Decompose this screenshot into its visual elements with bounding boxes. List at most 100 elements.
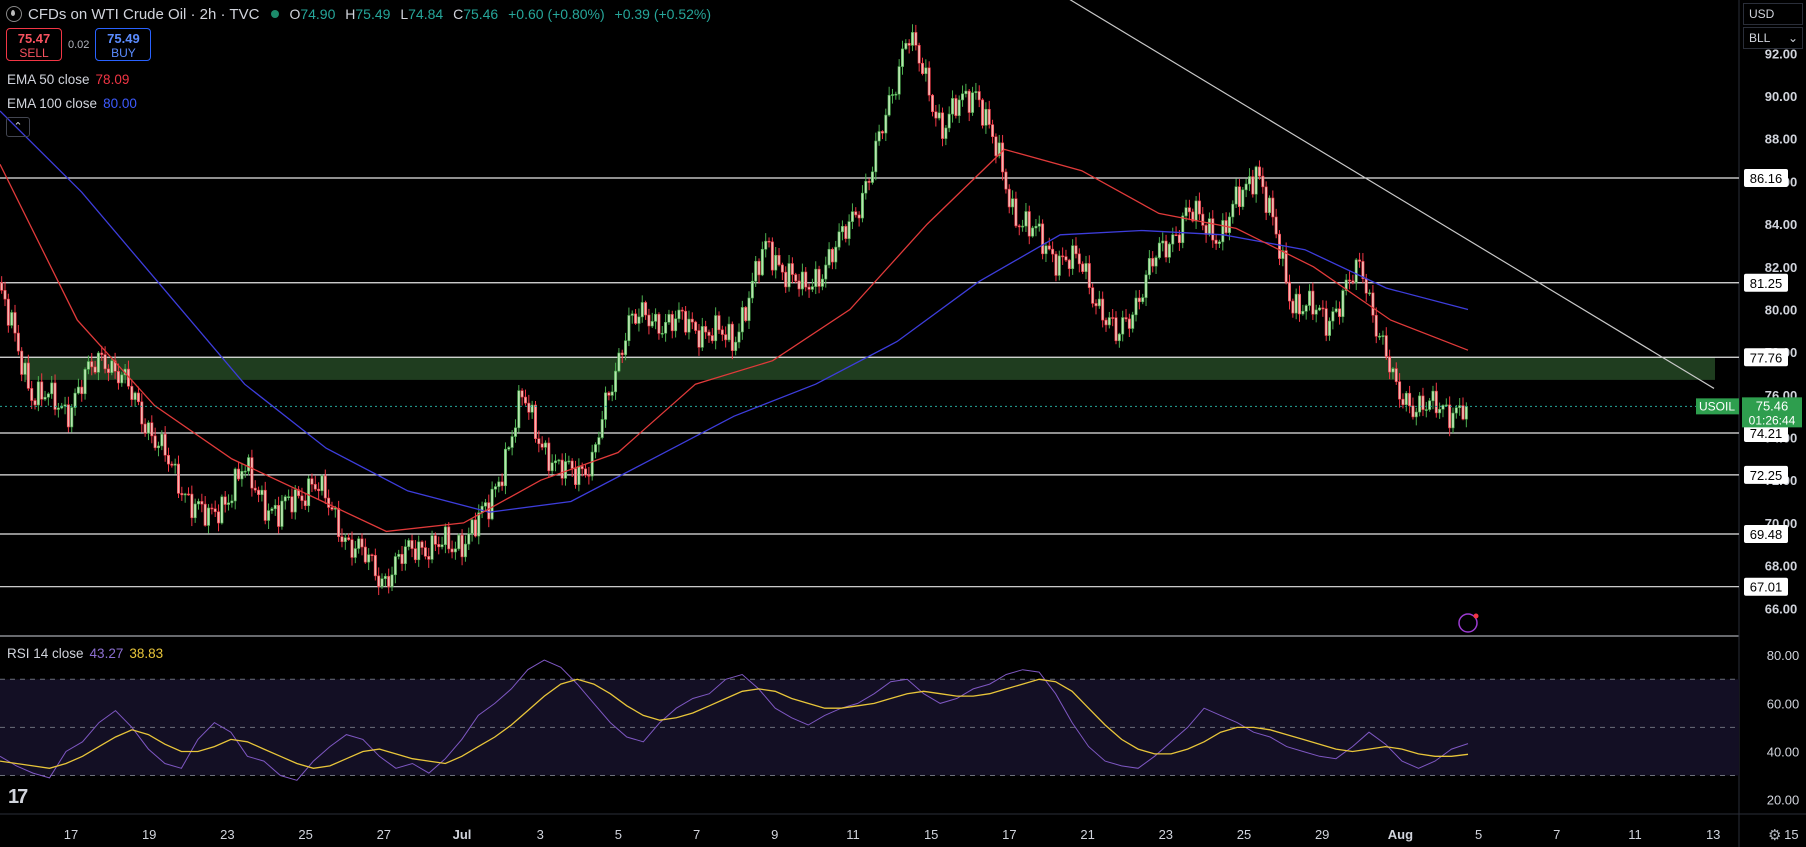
candle-down bbox=[170, 463, 174, 466]
candle-up bbox=[1157, 242, 1161, 258]
candle-down bbox=[427, 556, 431, 560]
candle-down bbox=[1348, 279, 1352, 282]
candle-up bbox=[850, 211, 854, 222]
sell-button[interactable]: 75.47 SELL bbox=[6, 28, 62, 61]
buy-button[interactable]: 75.49 BUY bbox=[95, 28, 152, 61]
candle-up bbox=[83, 369, 87, 395]
candle-up bbox=[1217, 241, 1221, 244]
candle-down bbox=[1271, 197, 1275, 218]
candle-down bbox=[981, 99, 985, 126]
candle-up bbox=[754, 260, 758, 282]
candle-up bbox=[617, 352, 621, 372]
candle-up bbox=[714, 315, 718, 342]
candle-down bbox=[1251, 176, 1255, 195]
candle-up bbox=[403, 546, 407, 564]
candle-down bbox=[941, 112, 944, 139]
candle-down bbox=[934, 111, 938, 119]
currency-selector[interactable]: USD bbox=[1743, 3, 1803, 25]
candle-down bbox=[337, 508, 341, 537]
candle-down bbox=[473, 519, 477, 537]
candle-up bbox=[1354, 259, 1358, 283]
candle-down bbox=[100, 352, 104, 355]
candle-down bbox=[537, 438, 541, 445]
candle-up bbox=[1294, 293, 1298, 314]
candle-down bbox=[854, 211, 858, 216]
time-tick-label: 7 bbox=[693, 827, 700, 842]
candle-up bbox=[840, 226, 844, 233]
candle-down bbox=[300, 495, 304, 501]
candle-down bbox=[410, 540, 414, 549]
level-label: 69.48 bbox=[1750, 527, 1783, 542]
candle-up bbox=[1184, 207, 1188, 217]
candle-up bbox=[847, 221, 851, 239]
candle-up bbox=[510, 436, 514, 448]
candle-up bbox=[820, 278, 824, 287]
lightning-icon[interactable] bbox=[1458, 613, 1478, 633]
candle-down bbox=[991, 124, 995, 138]
candle-up bbox=[353, 548, 357, 558]
candle-down bbox=[370, 554, 374, 557]
time-tick-label: 19 bbox=[142, 827, 156, 842]
candle-up bbox=[860, 192, 864, 219]
unit-selector[interactable]: BLL ⌄ bbox=[1743, 27, 1803, 49]
candle-down bbox=[103, 354, 107, 370]
candle-up bbox=[407, 540, 411, 547]
candle-up bbox=[750, 280, 754, 299]
candle-up bbox=[96, 352, 100, 373]
candle-down bbox=[1364, 278, 1368, 294]
candle-down bbox=[210, 507, 214, 510]
candle-up bbox=[133, 392, 137, 400]
candle-up bbox=[870, 171, 874, 183]
candle-down bbox=[433, 535, 437, 545]
current-price-box bbox=[1742, 397, 1802, 428]
level-label-box bbox=[1744, 577, 1788, 596]
candle-up bbox=[1414, 411, 1418, 418]
candle-down bbox=[290, 496, 294, 513]
candle-up bbox=[1227, 216, 1231, 234]
ema50-legend[interactable]: EMA 50 close 78.09 bbox=[7, 72, 130, 87]
gear-icon[interactable]: ⚙ bbox=[1768, 827, 1782, 844]
candle-up bbox=[230, 500, 234, 504]
candle-up bbox=[1254, 166, 1258, 195]
candle-up bbox=[891, 94, 894, 96]
candle-down bbox=[1017, 225, 1021, 228]
candle-down bbox=[1401, 398, 1405, 406]
candle-up bbox=[1418, 395, 1422, 413]
collapse-legend-button[interactable]: ⌃ bbox=[6, 117, 30, 137]
candle-down bbox=[180, 493, 184, 496]
candle-up bbox=[193, 503, 197, 519]
candle-up bbox=[23, 362, 27, 375]
candle-down bbox=[914, 32, 918, 46]
candle-down bbox=[694, 321, 698, 331]
candle-down bbox=[1361, 261, 1365, 280]
candle-down bbox=[1214, 239, 1218, 244]
candle-up bbox=[76, 386, 80, 394]
candle-up bbox=[483, 502, 487, 507]
level-label-box bbox=[1744, 273, 1788, 292]
candle-down bbox=[1388, 356, 1392, 373]
candle-up bbox=[877, 131, 881, 142]
candle-up bbox=[824, 264, 828, 280]
candle-up bbox=[430, 535, 434, 560]
candle-up bbox=[1234, 186, 1238, 205]
candle-up bbox=[774, 254, 778, 271]
ema100-legend[interactable]: EMA 100 close 80.00 bbox=[7, 96, 137, 111]
candle-down bbox=[327, 497, 331, 508]
candle-up bbox=[183, 493, 187, 496]
candle-down bbox=[1411, 405, 1415, 418]
candle-up bbox=[700, 326, 704, 348]
candle-up bbox=[1071, 245, 1075, 269]
rsi-legend[interactable]: RSI 14 close 43.27 38.83 bbox=[7, 646, 164, 661]
candle-up bbox=[961, 93, 965, 101]
candle-down bbox=[1278, 233, 1281, 259]
candle-up bbox=[443, 526, 447, 545]
symbol-title[interactable]: CFDs on WTI Crude Oil · 2h · TVC bbox=[28, 5, 260, 23]
candle-down bbox=[250, 457, 254, 489]
candle-up bbox=[1378, 335, 1382, 338]
candle-down bbox=[150, 422, 154, 437]
candle-up bbox=[160, 433, 164, 447]
candle-up bbox=[1144, 274, 1148, 298]
candle-down bbox=[13, 312, 17, 334]
candle-down bbox=[1461, 405, 1465, 420]
